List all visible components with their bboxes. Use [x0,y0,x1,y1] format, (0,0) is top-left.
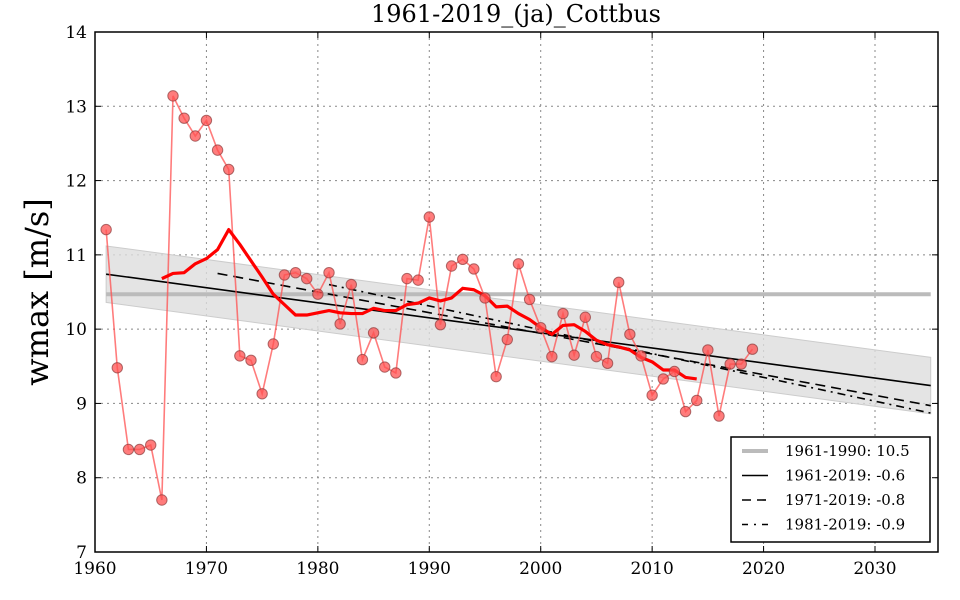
chart-title: 1961-2019_(ja)_Cottbus [371,0,661,28]
y-tick-label: 8 [76,469,87,489]
legend-label-3: 1981-2019: -0.9 [785,516,905,534]
trend-line-2 [217,272,931,407]
x-tick-label: 2030 [853,559,896,579]
x-axis: 1960 1970 1980 1990 2000 2010 2020 2030 [73,32,897,579]
y-tick-label: 11 [65,246,87,266]
y-axis-label: wmax [m/s] [18,198,56,386]
data-point [267,338,279,350]
data-point [323,266,335,279]
x-tick-label: 2000 [519,559,562,579]
y-tick-label: 13 [65,97,87,117]
data-point [490,370,502,383]
y-axis: 7 8 9 10 11 12 13 14 [65,23,938,563]
data-point [245,354,257,367]
data-point [256,388,268,400]
data-point [457,253,469,266]
data-point [278,269,291,281]
data-point [367,327,380,339]
legend-label-0: 1961-1990: 10.5 [785,442,910,460]
data-point [390,367,402,379]
data-point [111,362,123,374]
data-point [289,266,302,279]
x-tick-label: 1980 [296,559,339,579]
moving-average-line [161,228,697,381]
data-point [624,328,636,341]
data-point [579,311,591,323]
y-tick-label: 14 [65,23,87,43]
data-point [668,365,681,378]
data-point [356,353,369,366]
data-point [546,350,558,363]
data-point [746,343,759,355]
data-point [178,112,190,124]
data-point [646,389,658,401]
data-point [735,358,747,370]
data-point [156,494,168,506]
legend: 1961-1990: 10.5 1961-2019: -0.6 1971-2019:… [730,436,931,543]
data-point [590,350,603,363]
data-point [479,292,491,304]
data-point [423,211,435,223]
data-point [312,288,324,300]
x-tick-label: 2020 [742,559,785,579]
data-point [445,260,458,272]
data-point [401,272,413,285]
data-point [145,439,157,451]
data-point [211,144,224,156]
data-point [200,114,213,127]
data-point [167,90,179,102]
data-point [133,443,146,456]
data-point [657,373,669,385]
data-point [501,333,513,346]
data-point [334,318,346,330]
data-point [468,263,480,275]
data-point [557,307,569,320]
y-tick-label: 7 [76,543,87,563]
data-point [512,258,525,270]
x-tick-label: 1960 [73,559,116,579]
y-tick-label: 9 [76,394,87,414]
y-tick-label: 10 [65,320,87,340]
data-point [100,223,112,236]
data-point [223,163,235,176]
data-point [724,358,736,370]
legend-label-1: 1961-2019: -0.6 [785,467,905,485]
legend-label-2: 1971-2019: -0.8 [785,491,905,509]
x-tick-label: 2010 [631,559,674,579]
data-point [679,405,692,418]
data-point [635,350,647,362]
data-point [568,349,580,361]
data-point [535,321,547,334]
plot-frame [94,31,939,553]
data-point [434,318,447,331]
x-tick-label: 1970 [185,559,228,579]
data-point [523,293,536,306]
data-point [189,130,201,142]
data-point [234,350,246,362]
y-tick-label: 12 [65,172,87,192]
x-tick-label: 1990 [408,559,451,579]
data-point [601,357,614,370]
data-point [301,272,313,285]
data-point [702,344,714,356]
data-series [100,90,759,506]
data-point [713,410,725,422]
data-point [613,276,625,289]
data-point [412,274,424,286]
data-point [691,394,703,407]
data-point [345,278,357,291]
data-point [379,361,391,373]
data-point [122,443,135,456]
